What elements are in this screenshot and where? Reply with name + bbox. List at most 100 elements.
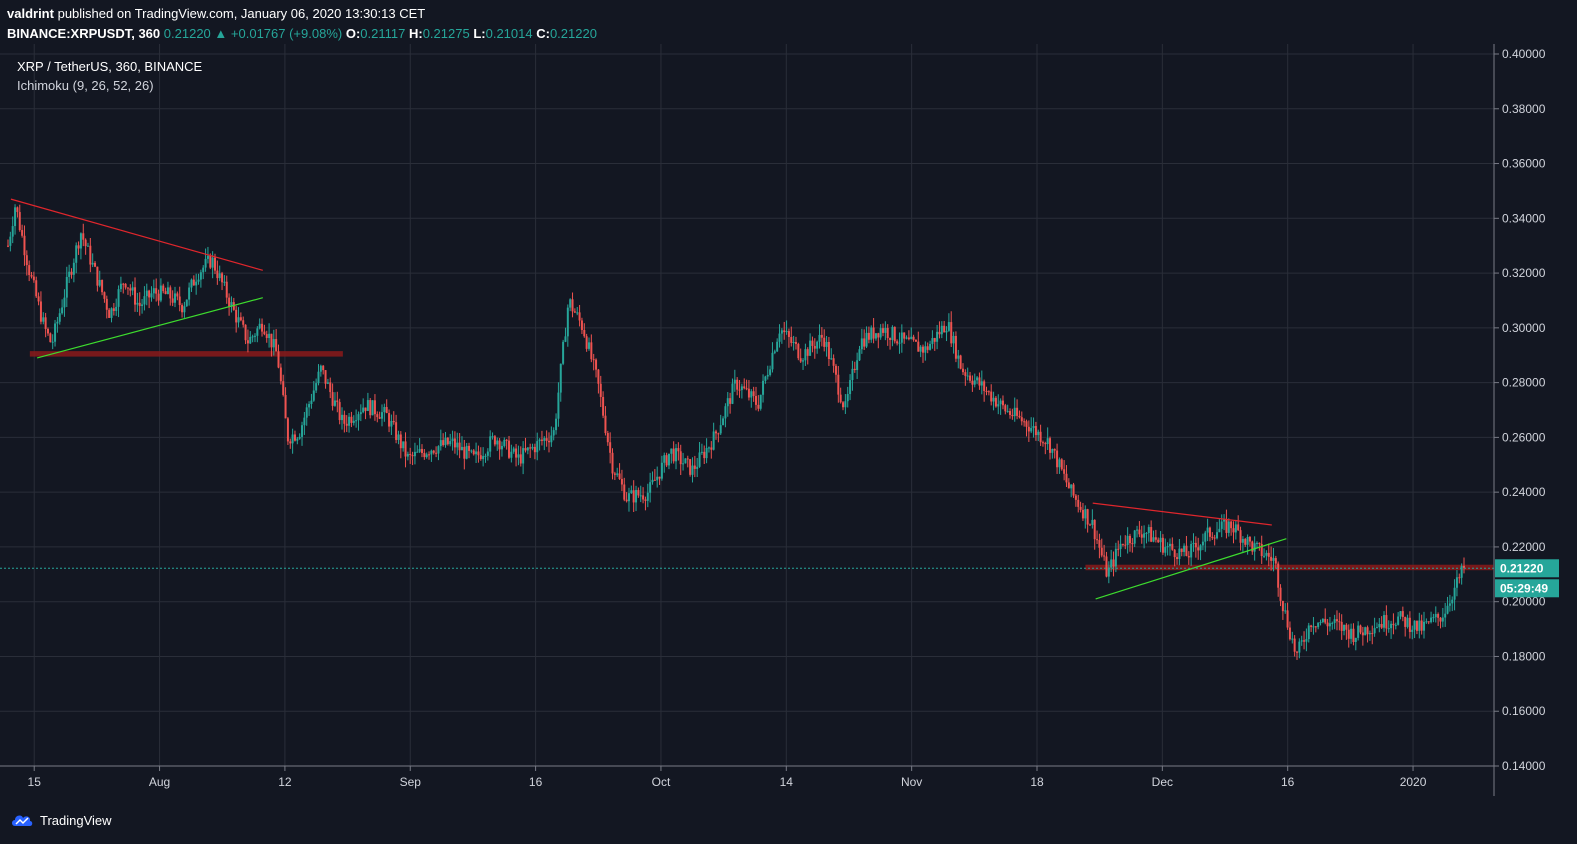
candle-body [1081,509,1084,519]
candle-body [275,339,278,352]
candle-body [1121,543,1124,545]
candle-body [632,490,635,503]
candle-body [119,283,122,290]
candle-body [145,290,148,297]
candle-body [510,451,513,458]
legend-indicator[interactable]: Ichimoku (9, 26, 52, 26) [17,78,154,93]
candle-body [562,341,565,364]
candle-body [284,394,287,419]
brand-name: TradingView [40,812,112,828]
candle-body [865,332,868,347]
candle-body [740,386,743,391]
candle-body [61,307,64,314]
candle-body [1371,633,1374,635]
candle-body [1347,629,1350,639]
candle-body [834,365,837,375]
candle-body [213,257,216,271]
candle-body [858,349,861,361]
candle-body [1089,524,1092,526]
candle-body [211,257,214,268]
candle-body [228,297,231,307]
candle-body [954,335,957,359]
author-name[interactable]: valdrint [7,6,54,21]
candle-body [359,412,362,415]
candle-body [780,330,783,334]
candle-body [28,265,31,276]
price-axis[interactable]: 0.40000 0.38000 0.36000 0.34000 0.32000 0.300… [1493,44,1546,796]
candle-body [785,331,788,333]
candle-body [277,351,280,368]
candle-body [108,309,111,318]
candle-body [696,466,699,469]
candle-body [468,445,471,451]
candle-body [1345,624,1348,630]
candle-body [183,306,186,313]
candle-body [832,358,835,366]
candle-body [997,404,1000,407]
time-axis[interactable]: 15 Aug 12 Sep 16 Oct 14 Nov 18 Dec 16 2020 [0,765,1494,789]
candle-body [651,479,654,483]
candle-body [1190,544,1193,558]
candle-body [176,293,179,297]
price-chart[interactable]: 0.40000 0.38000 0.36000 0.34000 0.32000 0.300… [0,44,1577,804]
candle-body [1074,495,1077,500]
candle-body [743,386,746,389]
candle-body [1270,556,1273,561]
candle-body [627,493,630,502]
candle-body [380,412,383,419]
candle-body [1439,617,1442,622]
candle-body [411,455,414,457]
candle-body [1232,528,1235,533]
candle-body [442,440,445,446]
candle-body [446,437,449,445]
candle-body [653,479,656,481]
candle-body [162,285,165,292]
candle-body [957,355,960,359]
candle-body [1338,621,1341,623]
candle-body [444,437,447,446]
candle-body [771,352,774,370]
y-tick-label: 0.34000 [1502,211,1546,225]
candle-body [710,447,713,450]
candle-body [1086,509,1089,525]
candle-body [1223,519,1226,522]
candle-body [39,301,42,322]
candle-body [929,343,932,350]
candle-body [512,448,515,452]
candle-body [813,345,816,349]
candle-body [1030,428,1033,432]
candle-body [700,451,703,453]
candle-body [1373,628,1376,634]
symbol-info: BINANCE:XRPUSDT, 360 0.21220 ▲ +0.01767 … [7,26,597,41]
candle-body [1006,411,1009,413]
symbol-label[interactable]: BINANCE:XRPUSDT, 360 [7,26,161,41]
candle-body [1274,558,1277,564]
candle-body [188,287,191,300]
candle-body [1298,641,1301,653]
candle-body [1077,499,1080,507]
candle-body [1114,548,1117,567]
candle-body [472,450,475,455]
candle-body [96,266,99,286]
candle-body [366,400,369,411]
chart-area[interactable]: 0.40000 0.38000 0.36000 0.34000 0.32000 0.300… [0,44,1577,804]
candle-body [1039,431,1042,443]
candle-body [757,404,760,409]
candle-body [1016,407,1019,416]
candle-body [110,308,113,318]
candle-body [1401,611,1404,617]
candle-body [867,332,870,340]
candle-body [1145,532,1148,534]
candle-body [1406,617,1409,627]
tradingview-logo[interactable]: TradingView [10,812,112,828]
candle-body [1105,556,1108,577]
candle-body [759,394,762,409]
candle-body [1112,559,1115,567]
candle-body [326,382,329,384]
candle-body [526,447,529,451]
candle-body [1319,622,1322,624]
candle-body [1392,623,1395,626]
candle-body [392,420,395,423]
candle-body [846,394,849,402]
candle-body [171,298,174,303]
